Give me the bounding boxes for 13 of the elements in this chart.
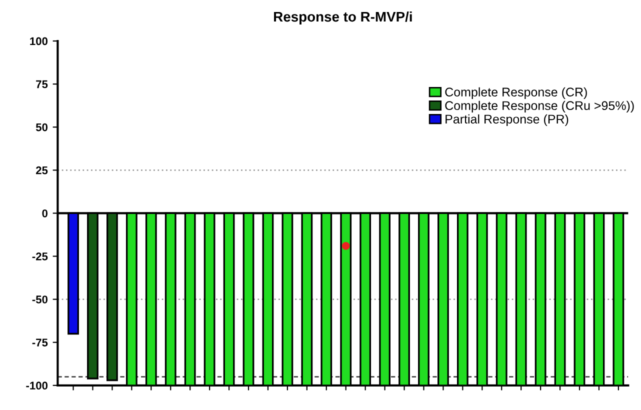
y-tick-label: -75	[32, 338, 48, 346]
y-tick-label: 50	[36, 123, 48, 132]
y-tick-label: -25	[32, 252, 48, 260]
legend-label: Complete Response (CR)	[445, 87, 587, 99]
y-tick-label: 75	[36, 80, 48, 88]
legend-label: Partial Response (PR)	[446, 114, 568, 126]
y-tick-label: 100	[30, 37, 48, 46]
y-tick-label: 25	[36, 166, 48, 174]
y-tick-label: -100	[26, 382, 48, 390]
chart-title: Response to R-MVP/i	[274, 11, 412, 24]
y-tick-label: 0	[42, 209, 48, 218]
legend-label: Complete Response (CRu >95%))	[445, 100, 634, 113]
y-tick-label: -50	[32, 296, 48, 304]
